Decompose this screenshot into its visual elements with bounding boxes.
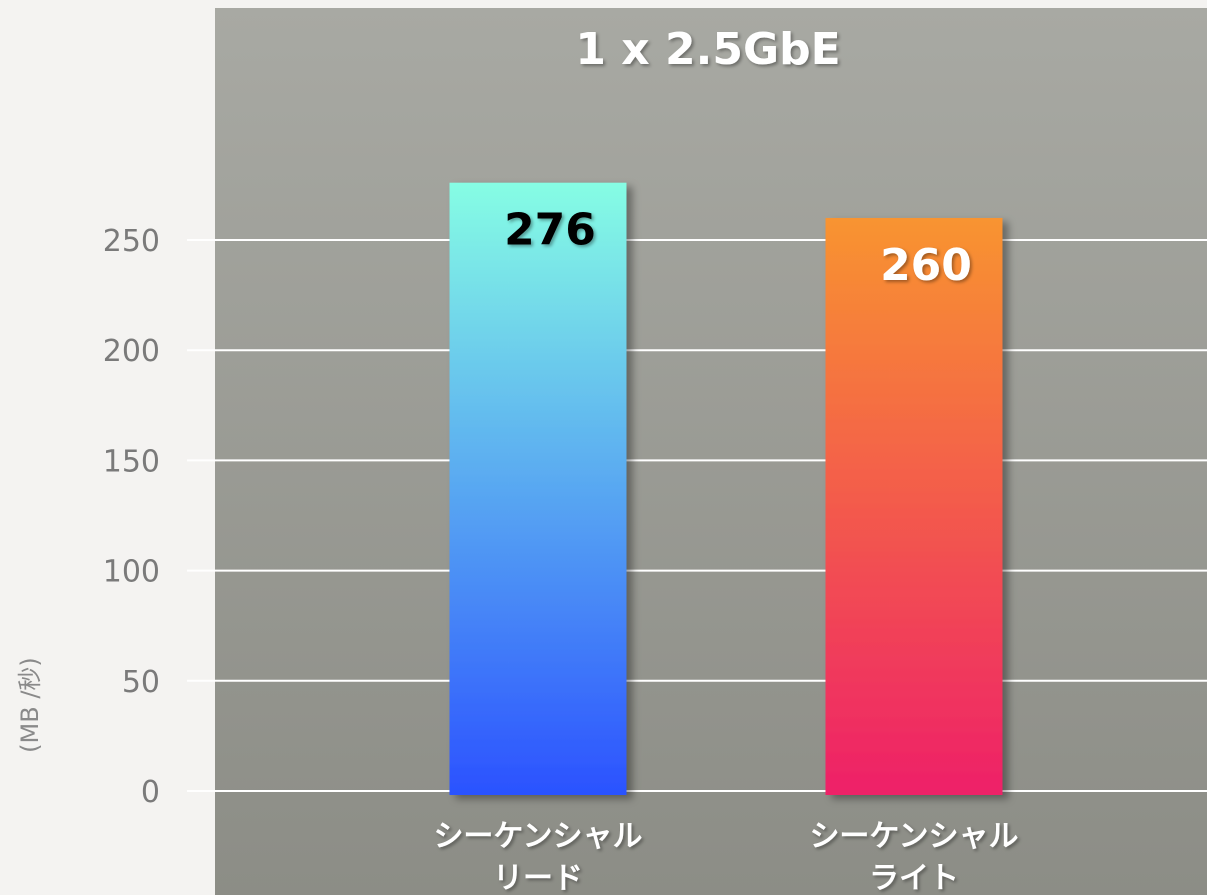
- x-category-label: ライト: [869, 861, 959, 895]
- chart-title: 1 x 2.5GbE: [575, 24, 840, 75]
- y-axis-label: (MB /秒): [16, 657, 44, 753]
- y-tick-label: 0: [141, 775, 160, 810]
- y-tick-label: 100: [103, 555, 160, 590]
- y-axis-ticks: 0 50 100 150 200 250: [103, 224, 160, 810]
- plot-background: [215, 8, 1207, 895]
- y-tick-label: 200: [103, 334, 160, 369]
- bars: 276 260: [449, 182, 1003, 796]
- bar-2: [825, 217, 1003, 795]
- grid-lines: [187, 239, 1207, 792]
- bar-1: [449, 182, 627, 796]
- y-tick-label: 250: [103, 224, 160, 259]
- y-tick-label: 150: [103, 444, 160, 479]
- bar-value-label: 276: [504, 205, 596, 256]
- y-tick-label: 50: [122, 665, 160, 700]
- x-category-label: リード: [493, 861, 583, 895]
- bar-value-label: 260: [880, 240, 972, 291]
- x-category-label: シーケンシャル: [809, 819, 1018, 854]
- x-category-label: シーケンシャル: [433, 819, 642, 854]
